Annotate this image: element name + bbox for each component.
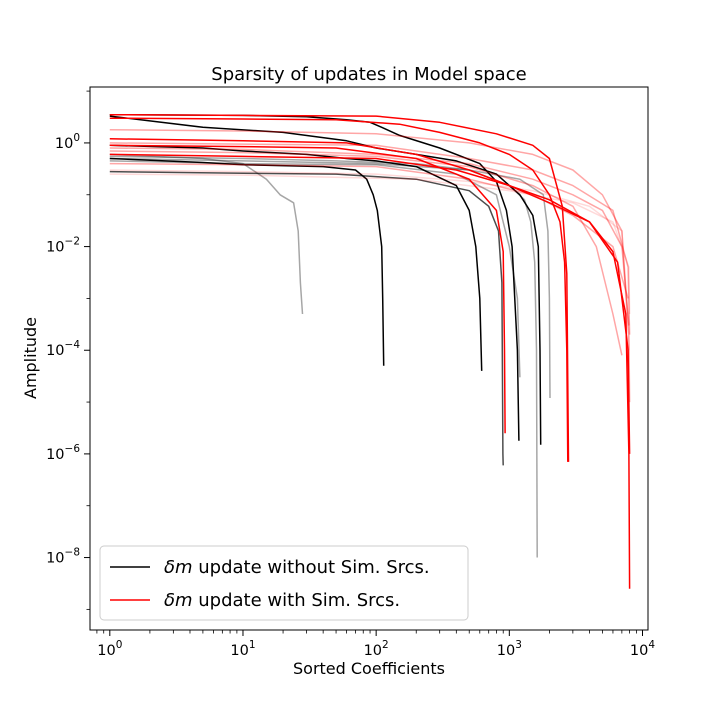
series-line-15 <box>109 147 630 326</box>
plot-frame <box>89 86 649 631</box>
series-layer <box>109 113 631 589</box>
series-line-5 <box>109 153 304 315</box>
series-line-1 <box>109 113 520 441</box>
series-line-0 <box>109 115 542 445</box>
series-line-13 <box>109 153 631 454</box>
legend-label-without: δm update without Sim. Srcs. <box>164 557 430 578</box>
series-line-4 <box>109 170 504 466</box>
series-line-16 <box>109 150 623 356</box>
x-tick-label: 103 <box>497 639 522 659</box>
series-line-18 <box>109 162 629 299</box>
y-tick-label: 10−8 <box>46 547 80 567</box>
y-tick-label: 10−2 <box>46 236 80 256</box>
x-tick-label: 104 <box>630 639 655 659</box>
x-axis-label: Sorted Coefficients <box>293 659 445 678</box>
y-axis-ticks: 100 10−2 10−4 10−6 10−8 <box>46 90 90 610</box>
series-line-2 <box>109 144 483 371</box>
series-line-6 <box>109 155 538 558</box>
x-tick-label: 100 <box>97 639 122 659</box>
chart-title: Sparsity of updates in Model space <box>211 64 526 85</box>
series-line-17 <box>109 142 631 335</box>
series-line-10 <box>109 113 570 462</box>
legend-box <box>99 545 469 621</box>
series-line-7 <box>109 157 551 399</box>
x-axis-ticks: 100 101 102 103 104 <box>96 630 655 659</box>
y-tick-label: 100 <box>55 132 80 152</box>
y-axis-label: Amplitude <box>21 317 40 399</box>
series-line-20 <box>109 173 631 315</box>
legend-label-with: δm update with Sim. Srcs. <box>164 590 400 611</box>
series-line-19 <box>109 169 630 351</box>
series-line-11 <box>109 138 631 589</box>
legend: δm update without Sim. Srcs. δm update w… <box>99 545 469 621</box>
series-line-14 <box>109 128 631 403</box>
x-tick-label: 101 <box>230 639 255 659</box>
series-line-9 <box>109 117 569 462</box>
series-line-8 <box>109 160 521 378</box>
series-line-12 <box>109 144 506 434</box>
y-tick-label: 10−6 <box>46 443 80 463</box>
y-tick-label: 10−4 <box>46 339 80 359</box>
series-line-3 <box>109 157 385 366</box>
x-tick-label: 102 <box>364 639 389 659</box>
